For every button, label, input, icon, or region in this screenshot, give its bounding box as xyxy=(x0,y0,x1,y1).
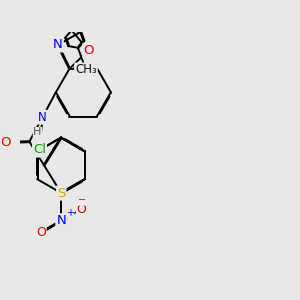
Text: O: O xyxy=(83,44,94,57)
Text: N: N xyxy=(53,38,63,52)
Text: H: H xyxy=(33,128,42,137)
Text: O: O xyxy=(77,202,87,215)
Text: Cl: Cl xyxy=(33,143,46,157)
Text: N: N xyxy=(38,111,47,124)
Text: +: + xyxy=(66,208,74,218)
Text: O: O xyxy=(1,136,11,149)
Text: O: O xyxy=(36,226,46,239)
Text: S: S xyxy=(57,187,65,200)
Text: N: N xyxy=(56,214,66,227)
Text: −: − xyxy=(77,195,86,206)
Text: CH₃: CH₃ xyxy=(75,63,97,76)
